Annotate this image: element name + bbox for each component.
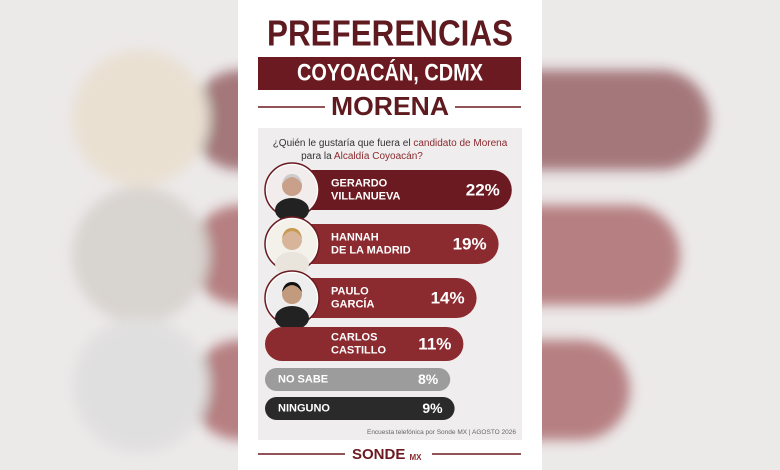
brand: SONDE MX	[352, 446, 422, 463]
subtitle: COYOACÁN, CDMX	[297, 58, 483, 86]
value-label: 14%	[431, 288, 465, 307]
value-label: 8%	[418, 371, 439, 387]
category-label: NINGUNO	[278, 402, 330, 414]
bar	[265, 327, 464, 361]
bar	[265, 224, 499, 264]
value-label: 19%	[453, 234, 487, 253]
question-highlight: candidato de Morena	[413, 138, 507, 149]
source: Encuesta telefónica por Sonde MX | AGOST…	[367, 429, 516, 436]
category-label: DE LA MADRID	[331, 244, 411, 256]
photo-head	[282, 176, 302, 196]
bar	[265, 278, 477, 318]
category-label: CASTILLO	[331, 344, 386, 356]
question-text: para la	[301, 151, 332, 162]
bar	[265, 368, 451, 391]
bar	[265, 170, 512, 210]
question: ¿Quién le gustaría que fuera el candidat…	[273, 138, 508, 149]
category-label: GERARDO	[331, 177, 388, 189]
bar	[265, 397, 455, 420]
brand-suffix: MX	[410, 453, 423, 462]
photo-head	[282, 230, 302, 250]
photo-body	[275, 306, 309, 330]
separator: |	[469, 429, 472, 436]
photo-hair	[282, 228, 302, 238]
subtitle-band	[258, 57, 521, 90]
photo-body	[275, 252, 309, 276]
category-label: CARLOS	[331, 331, 377, 343]
category-label: PAULO	[331, 285, 369, 297]
category-label: NO SABE	[278, 373, 328, 385]
category-label: VILLANUEVA	[331, 190, 401, 202]
party: MORENA	[331, 91, 449, 121]
category-label: GARCÍA	[331, 297, 374, 310]
date: AGOSTO 2026	[472, 429, 516, 436]
question: para la Alcaldía Coyoacán?	[301, 151, 423, 162]
value-label: 22%	[466, 180, 500, 199]
photo-hair	[282, 282, 302, 292]
photo-head	[282, 284, 302, 304]
question-text: ¿Quién le gustaría que fuera el	[273, 138, 411, 149]
source-text: Encuesta telefónica por Sonde MX	[367, 429, 468, 436]
brand-name: SONDE	[352, 446, 405, 463]
category-label: HANNAH	[331, 231, 379, 243]
question-highlight: Alcaldía Coyoacán?	[334, 151, 423, 162]
photo-hair	[282, 174, 302, 184]
value-label: 11%	[418, 334, 451, 353]
photo-body	[275, 198, 309, 222]
value-label: 9%	[422, 400, 443, 416]
title: PREFERENCIAS	[267, 13, 513, 54]
